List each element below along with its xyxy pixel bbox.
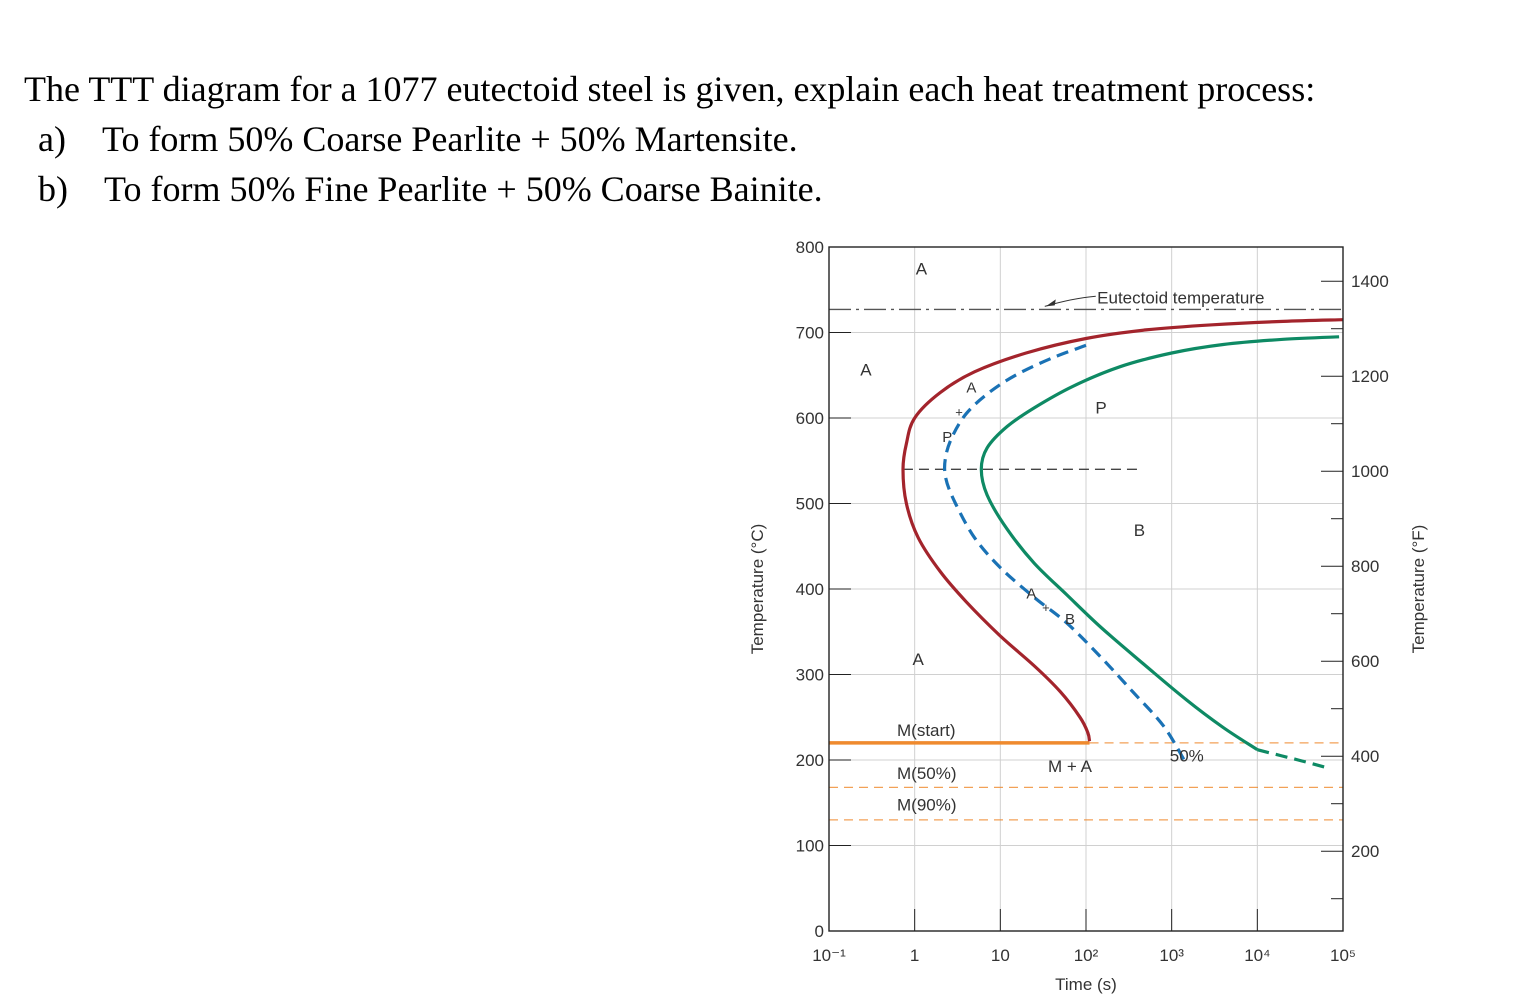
- y-right-tick-label: 1000: [1351, 462, 1389, 481]
- mix-label-plus-lower: +: [1042, 600, 1050, 615]
- x-tick-label: 10⁻¹: [812, 946, 846, 965]
- label-50-percent: 50%: [1170, 747, 1204, 766]
- mix-label-austenite-lower: A: [1026, 585, 1036, 602]
- y-tick-label: 0: [815, 922, 824, 941]
- y-right-tick-label: 600: [1351, 652, 1379, 671]
- region-labels: Eutectoid temperature A A P B A M + A 50% M(star…: [860, 259, 1264, 814]
- region-label-austenite-left: A: [860, 360, 872, 379]
- x-axis-title: Time (s): [1055, 975, 1117, 994]
- axes: 0 100 200 300 400 500 600 700 800 200 400 600 800 100…: [748, 238, 1428, 994]
- reference-lines: [829, 308, 1343, 821]
- label-m-50: M(50%): [897, 764, 957, 783]
- y-tick-label: 300: [796, 666, 824, 685]
- x-tick-label: 10⁵: [1330, 946, 1356, 965]
- y-tick-label: 800: [796, 238, 824, 257]
- x-tick-label: 10⁴: [1244, 946, 1270, 965]
- y-right-tick-label: 800: [1351, 557, 1379, 576]
- x-tick-label: 10²: [1074, 946, 1099, 965]
- question-item-a: a) To form 50% Coarse Pearlite + 50% Mar…: [38, 119, 798, 159]
- x-tick-label: 1: [910, 946, 919, 965]
- region-label-pearlite: P: [1095, 399, 1106, 418]
- y-tick-label: 200: [796, 751, 824, 770]
- region-label-austenite-top: A: [916, 259, 928, 278]
- eutectoid-leader-arrowhead: [1045, 299, 1056, 307]
- y-tick-label: 600: [796, 409, 824, 428]
- y-tick-label: 500: [796, 495, 824, 514]
- mix-label-pearlite: P: [942, 429, 952, 446]
- region-label-austenite-low: A: [913, 650, 925, 669]
- label-m-start: M(start): [897, 721, 956, 740]
- grid: [828, 246, 1344, 932]
- x-tick-label: 10³: [1159, 946, 1184, 965]
- mix-label-austenite-upper: A: [966, 379, 976, 396]
- start-curve: [901, 318, 1344, 742]
- question-item-b: b) To form 50% Fine Pearlite + 50% Coars…: [38, 169, 823, 209]
- mix-label-bainite: B: [1065, 611, 1075, 628]
- finish-tail-curve: [1256, 748, 1331, 771]
- y-tick-label: 700: [796, 324, 824, 343]
- y-axis-title: Temperature (°C): [748, 524, 767, 655]
- y-right-tick-label: 400: [1351, 747, 1379, 766]
- midpoint-curve: [942, 343, 1186, 761]
- y-right-tick-label: 1200: [1351, 367, 1389, 386]
- region-label-martensite-austenite: M + A: [1048, 757, 1093, 776]
- y-right-tick-label: 200: [1351, 842, 1379, 861]
- label-m-90: M(90%): [897, 795, 957, 814]
- y-axis-title-right: Temperature (°F): [1409, 525, 1428, 654]
- transformation-curves: [901, 318, 1344, 771]
- question-title: The TTT diagram for a 1077 eutectoid ste…: [24, 69, 1316, 109]
- finish-curve: [979, 335, 1340, 752]
- mix-label-plus-upper: +: [955, 404, 963, 419]
- x-tick-label: 10: [991, 946, 1010, 965]
- y-tick-label: 400: [796, 580, 824, 599]
- y-right-tick-label: 1400: [1351, 272, 1389, 291]
- region-label-bainite: B: [1134, 521, 1145, 540]
- eutectoid-temperature-label: Eutectoid temperature: [1097, 288, 1264, 307]
- y-tick-label: 100: [796, 837, 824, 856]
